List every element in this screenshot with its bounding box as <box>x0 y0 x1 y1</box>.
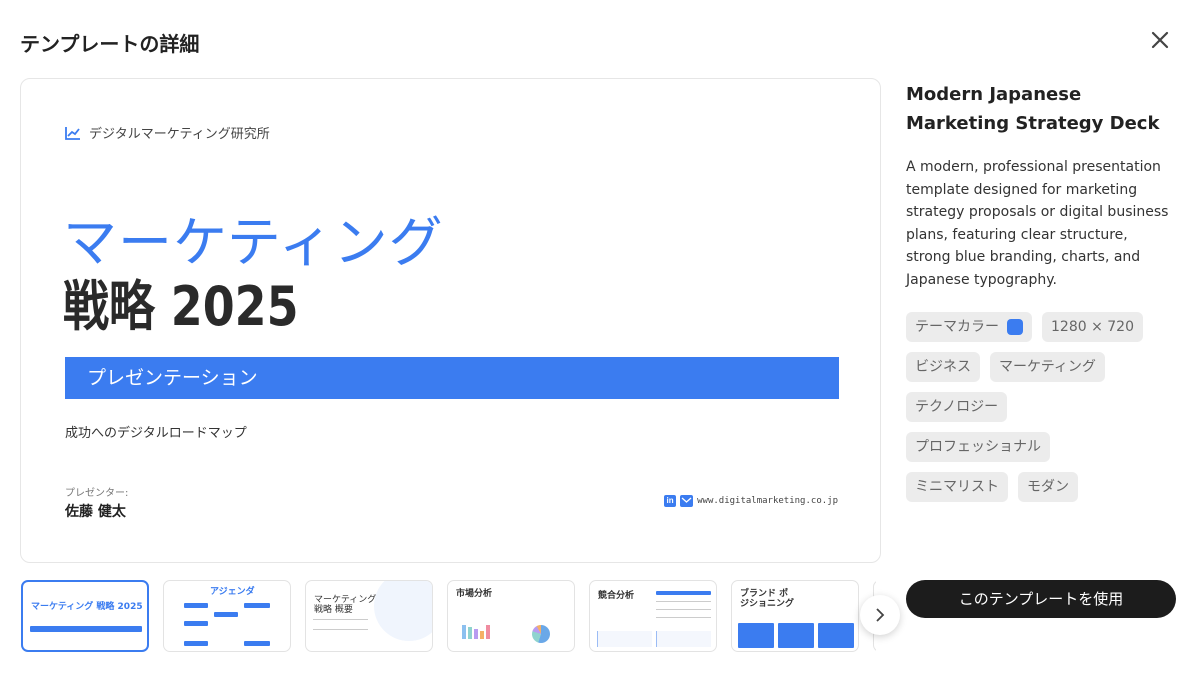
thumbnail-title: 競合分析 <box>598 591 635 601</box>
use-template-button[interactable]: このテンプレートを使用 <box>906 580 1176 618</box>
thumbnail-4[interactable]: 市場分析 <box>447 580 575 652</box>
thumbnail-title: マーケティング戦略 概要 <box>314 595 377 615</box>
thumbnail-title: アジェンダ <box>210 587 255 597</box>
chevron-right-icon <box>876 608 885 622</box>
slide-banner: プレゼンテーション <box>65 357 839 399</box>
theme-color-swatch <box>1007 318 1023 335</box>
mail-icon <box>680 495 694 507</box>
presenter-label: プレゼンター: <box>65 488 129 499</box>
thumbnail-title: 市場分析 <box>456 589 493 599</box>
next-thumbnails-button[interactable] <box>860 595 900 635</box>
website: www.digitalmarketing.co.jp <box>697 496 838 506</box>
thumbnail-5[interactable]: 競合分析 <box>589 580 717 652</box>
template-description: A modern, professional presentation temp… <box>906 159 1169 288</box>
size-tag: 1280 × 720 <box>1042 311 1143 342</box>
slide-preview: デジタルマーケティング研究所 マーケティング 戦略 2025 プレゼンテーション… <box>20 78 881 563</box>
tag-list: テーマカラー 1280 × 720 ビジネス マーケティング テクノロジー プロ… <box>906 311 1166 502</box>
tag: ビジネス <box>906 351 980 382</box>
thumbnail-strip: マーケティング 戦略 2025 アジェンダ マーケティング戦略 概要 市場分析 … <box>20 579 876 654</box>
thumbnail-title: マーケティング 戦略 2025 <box>31 602 143 612</box>
thumbnail-title: ブランド ポジショニング <box>740 589 795 609</box>
slide-org-name: デジタルマーケティング研究所 <box>89 127 270 142</box>
details-panel: Modern Japanese Marketing Strategy Deck … <box>906 80 1176 502</box>
close-icon[interactable] <box>1148 28 1172 52</box>
slide-title-line2: 戦略 2025 <box>63 275 299 338</box>
dialog-title: テンプレートの詳細 <box>20 32 200 56</box>
slide-title-line1: マーケティング <box>63 211 444 274</box>
slide-org: デジタルマーケティング研究所 <box>65 123 270 142</box>
presenter-name: 佐藤 健太 <box>65 504 126 520</box>
thumbnail-6[interactable]: ブランド ポジショニング <box>731 580 859 652</box>
tag: モダン <box>1018 471 1078 502</box>
chart-line-icon <box>65 126 80 140</box>
theme-color-label: テーマカラー <box>915 318 999 335</box>
thumbnail-3[interactable]: マーケティング戦略 概要 <box>305 580 433 652</box>
tag: マーケティング <box>990 351 1105 382</box>
thumbnail-2[interactable]: アジェンダ <box>163 580 291 652</box>
tag: テクノロジー <box>906 391 1008 422</box>
thumbnail-1[interactable]: マーケティング 戦略 2025 <box>21 580 149 652</box>
tag: プロフェッショナル <box>906 431 1050 462</box>
theme-color-tag: テーマカラー <box>906 311 1032 342</box>
linkedin-icon: in <box>664 495 677 507</box>
slide-subtitle: 成功へのデジタルロードマップ <box>65 426 247 441</box>
slide-footer: in www.digitalmarketing.co.jp <box>664 495 838 507</box>
tag: ミニマリスト <box>906 471 1008 502</box>
template-name: Modern Japanese Marketing Strategy Deck <box>906 84 1160 134</box>
